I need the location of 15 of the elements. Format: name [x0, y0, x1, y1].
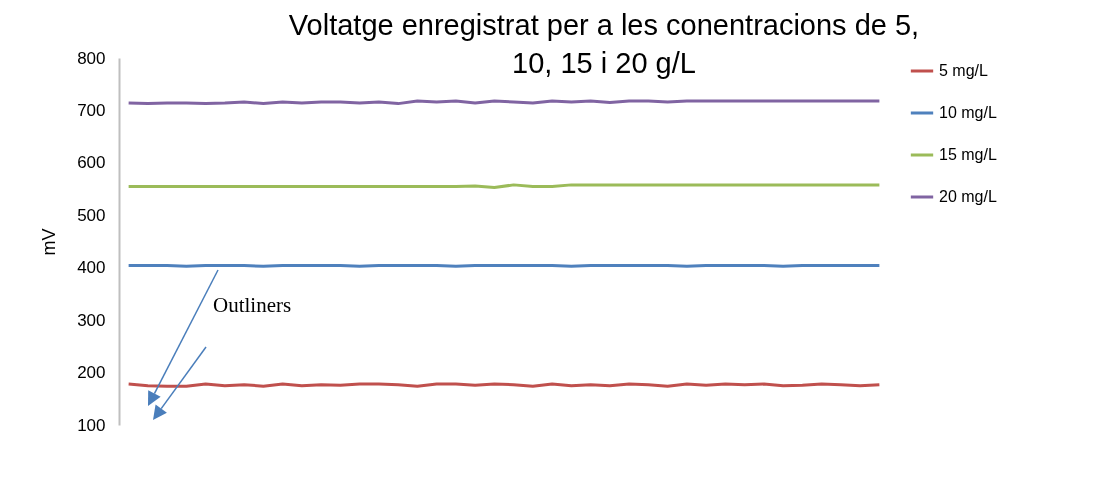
legend-label: 10 mg/L: [939, 104, 997, 121]
y-tick-label: 300: [77, 310, 106, 330]
y-tick-label: 200: [77, 363, 106, 383]
y-tick-label: 700: [77, 100, 106, 120]
annotation: Outliners: [213, 293, 292, 318]
legend-label: 15 mg/L: [939, 146, 997, 163]
legend-label: 20 mg/L: [939, 188, 997, 205]
y-tick-label: 500: [77, 205, 106, 225]
y-tick-label: 800: [77, 48, 106, 68]
legend-label: 5 mg/L: [939, 62, 989, 79]
y-tick-label: 400: [77, 258, 106, 278]
y-axis-title: mV: [39, 228, 60, 256]
y-tick-label: 100: [77, 415, 106, 435]
y-tick-label: 600: [77, 153, 106, 173]
chart-title: Voltatge enregistrat per a les conentracions de 5, 10, 15 i 20 g/L: [288, 9, 920, 79]
